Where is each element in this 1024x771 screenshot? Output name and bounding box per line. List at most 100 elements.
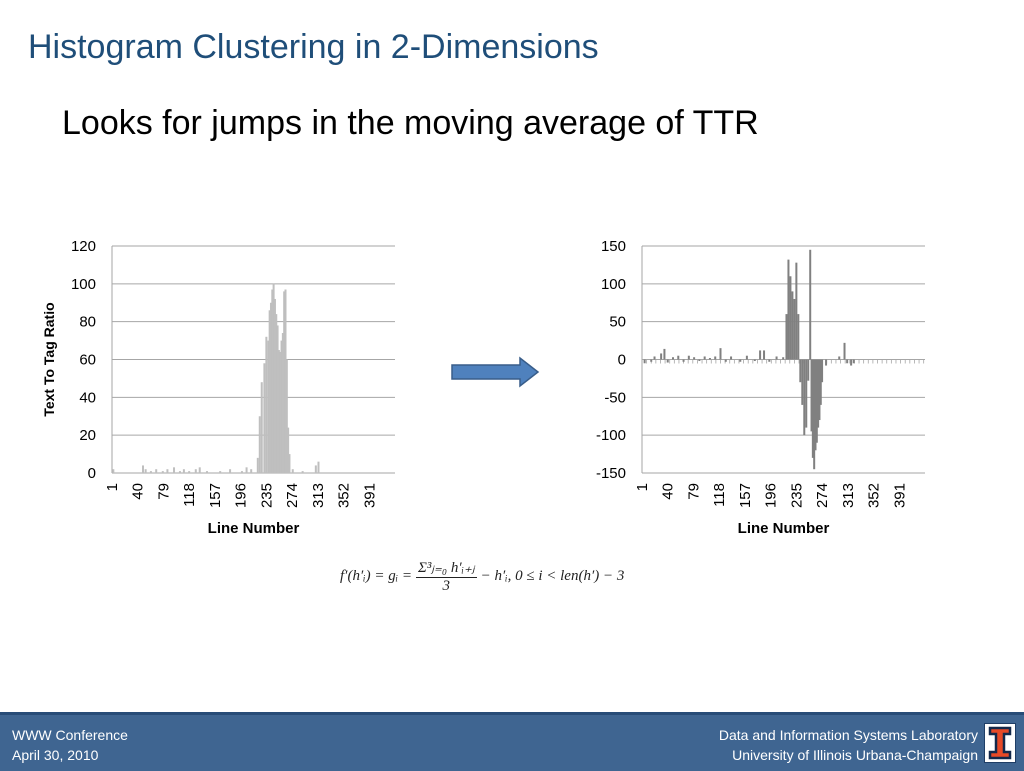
formula-lhs: f′(h′ᵢ) = gᵢ = bbox=[340, 567, 412, 584]
x-tick-label: 274 bbox=[814, 483, 831, 508]
bar bbox=[730, 356, 733, 360]
footer-right: Data and Information Systems Laboratory … bbox=[719, 725, 978, 765]
bar bbox=[288, 454, 291, 473]
bar bbox=[198, 467, 201, 473]
x-tick-label: 118 bbox=[181, 483, 198, 507]
bar bbox=[819, 359, 822, 405]
bar bbox=[787, 259, 790, 360]
x-tick-label: 274 bbox=[284, 483, 301, 508]
conference-date: April 30, 2010 bbox=[12, 747, 99, 763]
bar bbox=[739, 359, 742, 362]
ttr-moving-average-chart: -150 -100 -50 0 50 100 150 1 40 79 118 157 196 235 274… bbox=[596, 238, 925, 537]
bar bbox=[219, 471, 222, 473]
x-tick-label: 40 bbox=[130, 483, 147, 500]
bar bbox=[703, 356, 706, 360]
bar bbox=[810, 359, 813, 432]
formula-numerator: Σ³ⱼ₌₀ h′ᵢ₊ⱼ bbox=[415, 559, 477, 578]
moving-average-formula: f′(h′ᵢ) = gᵢ = Σ³ⱼ₌₀ h′ᵢ₊ⱼ 3 − h′ᵢ, 0 ≤ … bbox=[340, 552, 710, 600]
bar bbox=[205, 471, 208, 473]
bar bbox=[281, 333, 284, 473]
bar bbox=[250, 469, 253, 473]
bar bbox=[799, 359, 802, 383]
bar bbox=[698, 359, 701, 362]
y-tick-label: -50 bbox=[604, 389, 626, 406]
x-tick-label: 79 bbox=[155, 483, 172, 500]
bar bbox=[817, 359, 820, 428]
x-axis-title: Line Number bbox=[208, 520, 300, 537]
bar bbox=[811, 359, 814, 458]
bar bbox=[801, 359, 804, 405]
y-tick-label: 80 bbox=[79, 314, 96, 331]
bar bbox=[815, 359, 818, 443]
y-tick-label: 60 bbox=[79, 352, 96, 369]
bar bbox=[161, 471, 164, 473]
x-tick-label: 196 bbox=[763, 483, 780, 508]
bar bbox=[276, 325, 279, 473]
bar bbox=[785, 314, 788, 360]
illinois-logo-graphic bbox=[985, 724, 1015, 762]
bar bbox=[149, 471, 152, 473]
illinois-i-logo bbox=[984, 723, 1016, 763]
right-arrow-icon bbox=[451, 356, 540, 388]
bar bbox=[672, 357, 675, 360]
bar bbox=[838, 356, 841, 360]
x-tick-label: 1 bbox=[104, 483, 121, 491]
bar bbox=[789, 276, 792, 360]
bar bbox=[263, 363, 266, 473]
bar bbox=[813, 359, 816, 470]
bar bbox=[724, 359, 727, 362]
bar bbox=[269, 302, 272, 473]
bar bbox=[273, 298, 276, 473]
bar bbox=[256, 457, 259, 473]
bar bbox=[803, 359, 806, 436]
bar bbox=[714, 356, 717, 360]
x-tick-label: 235 bbox=[258, 483, 275, 508]
bar bbox=[144, 469, 147, 473]
conference-name: WWW Conference bbox=[12, 727, 128, 743]
bar bbox=[768, 359, 771, 362]
bar bbox=[821, 359, 824, 383]
y-tick-label: 150 bbox=[601, 238, 626, 255]
bar bbox=[793, 298, 796, 360]
formula-fraction: Σ³ⱼ₌₀ h′ᵢ₊ⱼ 3 bbox=[415, 558, 477, 595]
x-tick-label: 118 bbox=[711, 483, 728, 507]
bullet-text: Looks for jumps in the moving average of… bbox=[62, 104, 759, 142]
bar bbox=[745, 355, 748, 360]
bar bbox=[795, 262, 798, 360]
x-tick-label: 313 bbox=[840, 483, 857, 508]
bar bbox=[759, 350, 762, 360]
bar bbox=[805, 359, 808, 428]
bar bbox=[275, 314, 278, 473]
bar bbox=[763, 350, 766, 360]
x-tick-label: 157 bbox=[737, 483, 754, 508]
bar bbox=[317, 461, 320, 473]
university-name: University of Illinois Urbana-Champaign bbox=[732, 747, 978, 763]
y-tick-label: -100 bbox=[596, 427, 626, 444]
x-tick-label: 352 bbox=[336, 483, 353, 508]
y-tick-label: 40 bbox=[79, 389, 96, 406]
x-tick-label: 235 bbox=[788, 483, 805, 508]
bar bbox=[283, 291, 286, 473]
y-tick-label: 0 bbox=[618, 352, 626, 369]
x-tick-label: 40 bbox=[660, 483, 677, 500]
x-tick-label: 196 bbox=[233, 483, 250, 508]
footer-left: WWW Conference April 30, 2010 bbox=[12, 725, 128, 765]
y-tick-label: 50 bbox=[609, 314, 626, 331]
y-tick-label: 100 bbox=[71, 276, 96, 293]
bar bbox=[291, 469, 294, 473]
bar bbox=[142, 465, 145, 473]
bar bbox=[666, 359, 669, 363]
bar bbox=[301, 471, 304, 473]
y-tick-label: 120 bbox=[71, 238, 96, 255]
bar bbox=[782, 357, 785, 360]
bar bbox=[775, 356, 778, 360]
x-tick-label: 352 bbox=[866, 483, 883, 508]
bar bbox=[173, 467, 176, 473]
bar bbox=[797, 314, 800, 360]
bar bbox=[279, 351, 282, 473]
y-tick-label: 0 bbox=[88, 465, 96, 482]
bar bbox=[268, 310, 271, 473]
bar bbox=[650, 359, 653, 362]
bar bbox=[708, 357, 711, 360]
